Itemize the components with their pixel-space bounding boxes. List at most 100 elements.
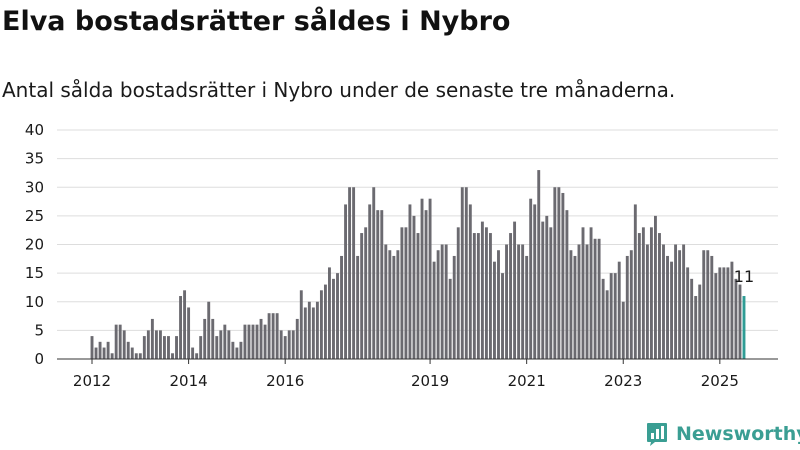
bar (541, 221, 545, 359)
bar (279, 330, 283, 359)
bar (295, 318, 299, 359)
bar (609, 273, 613, 359)
bar (412, 215, 416, 359)
bar (122, 330, 126, 359)
bar (698, 284, 702, 359)
bar (199, 336, 203, 359)
bar (730, 261, 734, 359)
bar (553, 187, 557, 359)
bar (384, 244, 388, 359)
bar (150, 318, 154, 359)
bar (653, 215, 657, 359)
bar (126, 341, 130, 359)
bar (271, 313, 275, 359)
bar (497, 250, 500, 359)
bar (597, 238, 601, 359)
chart-subtitle: Antal sålda bostadsrätter i Nybro under … (2, 78, 676, 102)
bar (525, 255, 529, 359)
bar (637, 233, 641, 359)
bar (251, 324, 255, 359)
bar (94, 347, 98, 359)
bar (464, 187, 468, 359)
bar (90, 336, 94, 359)
y-tick-label: 20 (25, 236, 44, 254)
bar (348, 187, 352, 359)
bar (368, 204, 372, 359)
bar (649, 227, 653, 359)
bar (722, 267, 726, 359)
bar (674, 244, 678, 359)
bar (275, 313, 279, 359)
last-value-label: 11 (734, 267, 754, 286)
bar (307, 301, 311, 359)
bar (734, 278, 738, 359)
bar (283, 336, 287, 359)
bar (114, 324, 118, 359)
bar (259, 318, 263, 359)
bar (102, 347, 106, 359)
bar (601, 278, 605, 359)
y-tick-label: 15 (25, 264, 44, 282)
bar (488, 233, 492, 359)
bar (319, 290, 323, 359)
x-tick-label: 2012 (73, 372, 111, 390)
bar (372, 187, 376, 359)
bar (106, 341, 110, 359)
bar (726, 267, 730, 359)
bar (134, 353, 138, 359)
bar (569, 250, 573, 359)
bar (702, 250, 706, 359)
bar (452, 255, 456, 359)
bar (323, 284, 327, 359)
bar (641, 227, 645, 359)
bar (211, 318, 215, 359)
highlight-bar (742, 296, 746, 359)
bar (163, 336, 166, 359)
bar (545, 215, 549, 359)
bar (472, 233, 476, 359)
bar (396, 250, 400, 359)
bar (388, 250, 392, 359)
bar (706, 250, 710, 359)
bar (617, 261, 621, 359)
x-tick-label: 2025 (701, 372, 739, 390)
bar (432, 261, 436, 359)
bar (207, 301, 211, 359)
bar (263, 324, 267, 359)
bar (529, 198, 533, 359)
bar (416, 233, 420, 359)
bar (621, 301, 625, 359)
bar (448, 278, 452, 359)
newsworthy-logo-icon (647, 423, 667, 446)
bars (90, 170, 746, 359)
bar (424, 210, 428, 359)
bar (629, 250, 633, 359)
bar (195, 353, 199, 359)
bar (247, 324, 251, 359)
bar (440, 244, 444, 359)
y-tick-label: 5 (34, 321, 44, 339)
bar (179, 296, 183, 359)
bar (287, 330, 291, 359)
bar (513, 221, 517, 359)
bar (585, 244, 589, 359)
bar (633, 204, 637, 359)
bar (658, 233, 661, 359)
bar (589, 227, 593, 359)
bar (521, 244, 525, 359)
bar (344, 204, 348, 359)
y-tick-label: 30 (25, 178, 44, 196)
bar (484, 227, 488, 359)
bar (557, 187, 561, 359)
bar (98, 341, 102, 359)
bar (336, 273, 339, 359)
bar (311, 307, 315, 359)
bar (670, 261, 673, 359)
bar (505, 244, 508, 359)
bar (291, 330, 295, 359)
bar (267, 313, 271, 359)
bar (130, 347, 134, 359)
bar (340, 255, 343, 359)
bar (436, 250, 440, 359)
bar (118, 324, 122, 359)
